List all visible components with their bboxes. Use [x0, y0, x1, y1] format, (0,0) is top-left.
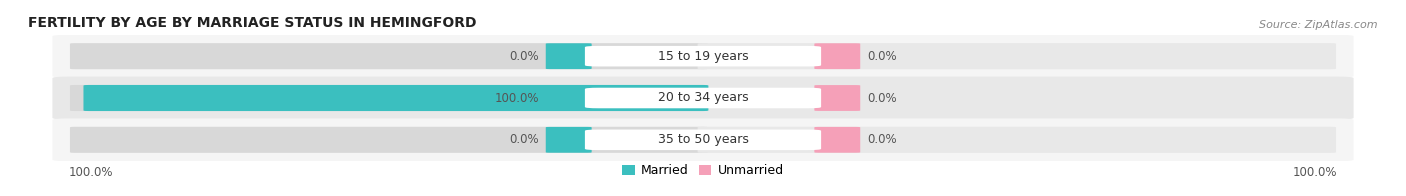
FancyBboxPatch shape [814, 127, 860, 153]
Text: 100.0%: 100.0% [69, 166, 112, 179]
Text: 35 to 50 years: 35 to 50 years [658, 133, 748, 146]
FancyBboxPatch shape [52, 77, 1354, 119]
Text: 0.0%: 0.0% [509, 133, 538, 146]
Text: Source: ZipAtlas.com: Source: ZipAtlas.com [1260, 20, 1378, 30]
FancyBboxPatch shape [70, 43, 709, 69]
FancyBboxPatch shape [70, 127, 709, 153]
FancyBboxPatch shape [70, 85, 709, 111]
Text: 100.0%: 100.0% [1294, 166, 1337, 179]
Text: 0.0%: 0.0% [868, 133, 897, 146]
FancyBboxPatch shape [546, 85, 592, 111]
Text: 15 to 19 years: 15 to 19 years [658, 50, 748, 63]
Text: 20 to 34 years: 20 to 34 years [658, 92, 748, 104]
FancyBboxPatch shape [83, 85, 709, 111]
FancyBboxPatch shape [546, 43, 592, 69]
Text: 0.0%: 0.0% [509, 50, 538, 63]
FancyBboxPatch shape [585, 46, 821, 66]
Text: FERTILITY BY AGE BY MARRIAGE STATUS IN HEMINGFORD: FERTILITY BY AGE BY MARRIAGE STATUS IN H… [28, 16, 477, 30]
FancyBboxPatch shape [814, 85, 860, 111]
FancyBboxPatch shape [585, 88, 821, 108]
FancyBboxPatch shape [52, 118, 1354, 161]
FancyBboxPatch shape [814, 43, 860, 69]
FancyBboxPatch shape [697, 127, 1336, 153]
Text: 100.0%: 100.0% [495, 92, 538, 104]
FancyBboxPatch shape [697, 43, 1336, 69]
FancyBboxPatch shape [585, 130, 821, 150]
Text: 0.0%: 0.0% [868, 50, 897, 63]
FancyBboxPatch shape [52, 35, 1354, 78]
Legend: Married, Unmarried: Married, Unmarried [617, 159, 789, 182]
FancyBboxPatch shape [697, 85, 1336, 111]
FancyBboxPatch shape [546, 127, 592, 153]
Text: 0.0%: 0.0% [868, 92, 897, 104]
